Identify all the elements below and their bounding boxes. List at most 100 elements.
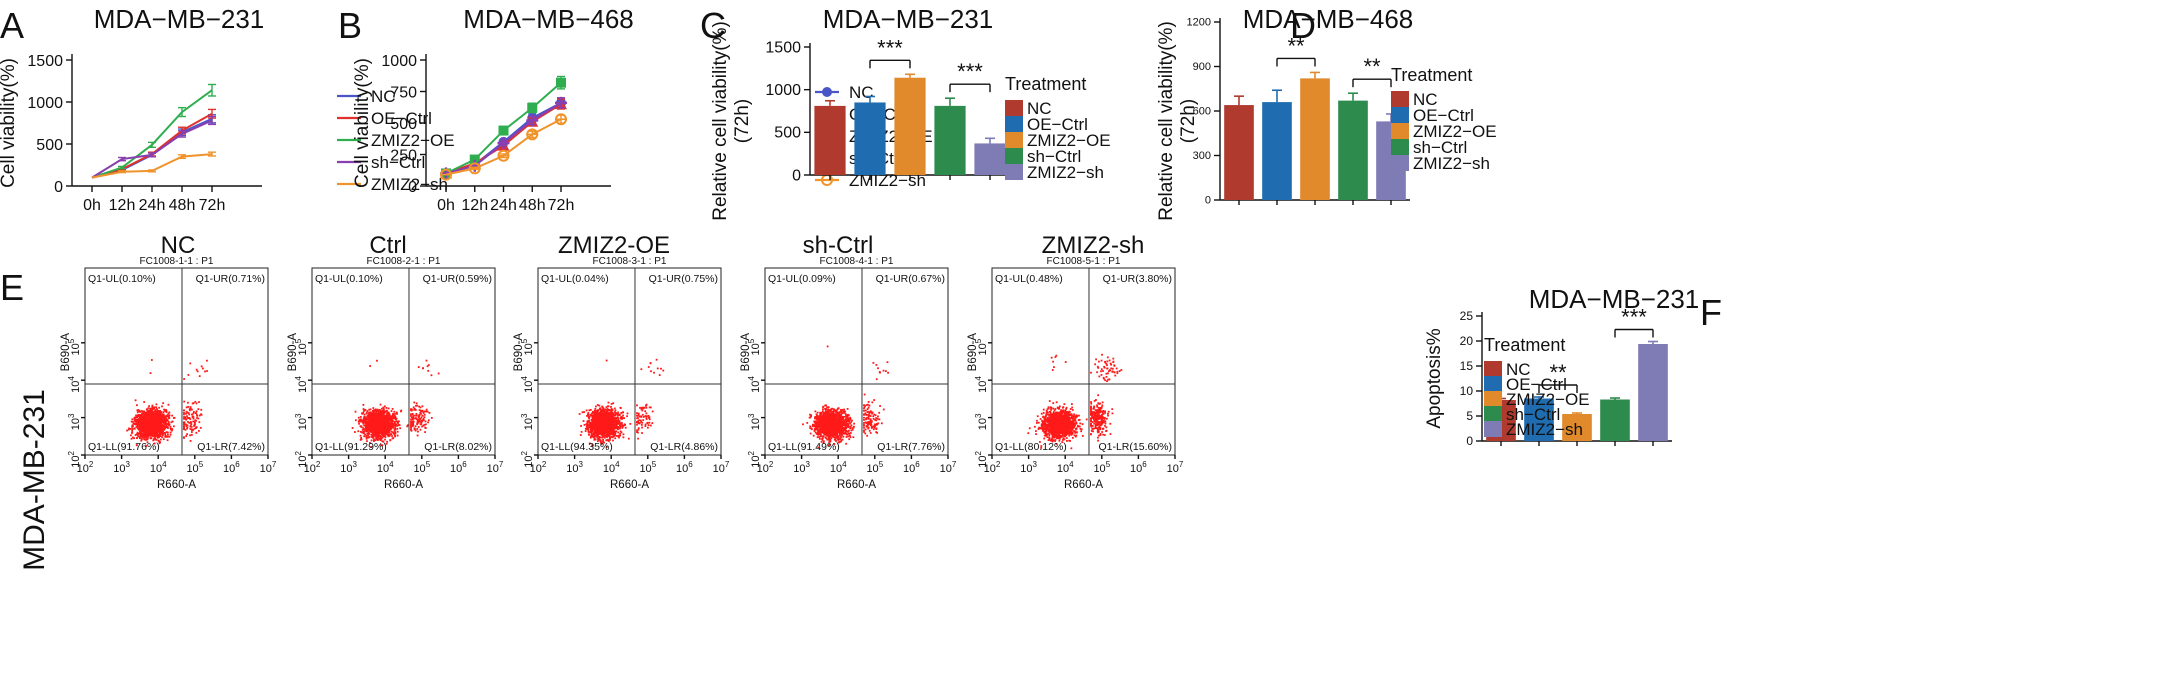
legend-swatch bbox=[1391, 139, 1409, 155]
event-dot bbox=[367, 410, 369, 412]
event-dot bbox=[648, 422, 650, 424]
event-cloud bbox=[126, 359, 208, 447]
event-dot bbox=[609, 417, 611, 419]
event-dot bbox=[187, 412, 189, 414]
event-dot bbox=[389, 425, 391, 427]
event-dot bbox=[368, 414, 370, 416]
event-dot bbox=[131, 430, 133, 432]
data-point bbox=[499, 126, 509, 136]
y-tick-label: 900 bbox=[1193, 61, 1211, 73]
event-dot bbox=[416, 413, 418, 415]
event-dot bbox=[385, 428, 387, 430]
y-tick-label: 500 bbox=[36, 137, 63, 154]
event-dot bbox=[602, 430, 604, 432]
event-dot bbox=[410, 419, 412, 421]
event-dot bbox=[636, 421, 638, 423]
event-dot bbox=[579, 413, 581, 415]
event-dot bbox=[191, 431, 193, 433]
event-dot bbox=[399, 424, 401, 426]
event-dot bbox=[151, 429, 153, 431]
event-dot bbox=[365, 429, 367, 431]
event-dot bbox=[186, 415, 188, 417]
event-dot bbox=[610, 428, 612, 430]
event-dot bbox=[422, 367, 424, 369]
event-dot bbox=[159, 417, 161, 419]
event-dot bbox=[377, 415, 379, 417]
event-dot bbox=[612, 429, 614, 431]
y-tick-label: 750 bbox=[390, 85, 417, 102]
event-dot bbox=[417, 431, 419, 433]
series-line bbox=[92, 90, 212, 177]
event-dot bbox=[424, 414, 426, 416]
x-tick-label: 107 bbox=[487, 460, 504, 475]
event-dot bbox=[611, 403, 613, 405]
event-dot bbox=[608, 420, 610, 422]
event-dot bbox=[650, 370, 652, 372]
event-dot bbox=[376, 437, 378, 439]
event-dot bbox=[148, 416, 150, 418]
event-dot bbox=[601, 412, 603, 414]
event-dot bbox=[186, 433, 188, 435]
event-dot bbox=[366, 423, 368, 425]
event-dot bbox=[381, 415, 383, 417]
event-dot bbox=[196, 414, 198, 416]
event-dot bbox=[417, 435, 419, 437]
event-dot bbox=[425, 421, 427, 423]
event-dot bbox=[198, 430, 200, 432]
event-dot bbox=[592, 436, 594, 438]
event-dot bbox=[592, 423, 594, 425]
event-dot bbox=[583, 420, 585, 422]
event-dot bbox=[375, 435, 377, 437]
event-dot bbox=[155, 426, 157, 428]
event-dot bbox=[183, 410, 185, 412]
event-dot bbox=[422, 415, 424, 417]
event-dot bbox=[162, 402, 164, 404]
event-dot bbox=[183, 425, 185, 427]
event-dot bbox=[387, 432, 389, 434]
event-dot bbox=[621, 417, 623, 419]
x-tick-label: 103 bbox=[566, 460, 583, 475]
event-dot bbox=[604, 412, 606, 414]
event-dot bbox=[187, 421, 189, 423]
event-dot bbox=[192, 416, 194, 418]
event-dot bbox=[132, 428, 134, 430]
y-tick-label: 1500 bbox=[765, 39, 801, 56]
event-dot bbox=[420, 413, 422, 415]
legend-swatch bbox=[1391, 107, 1409, 123]
event-dot bbox=[367, 417, 369, 419]
y-tick-label: 0 bbox=[54, 179, 63, 196]
event-dot bbox=[388, 408, 390, 410]
event-dot bbox=[416, 428, 418, 430]
y-tick-label: 5 bbox=[1466, 409, 1473, 423]
event-dot bbox=[602, 435, 604, 437]
data-point bbox=[822, 87, 832, 97]
event-dot bbox=[614, 415, 616, 417]
event-dot bbox=[368, 421, 370, 423]
legend-swatch bbox=[1484, 391, 1502, 407]
quadrant-label-ur: Q1-UR(0.71%) bbox=[196, 273, 265, 285]
chart-title: MDA−MB−231 bbox=[823, 4, 994, 34]
event-dot bbox=[588, 420, 590, 422]
event-dot bbox=[605, 419, 607, 421]
event-dot bbox=[386, 422, 388, 424]
event-dot bbox=[424, 410, 426, 412]
event-dot bbox=[372, 410, 374, 412]
event-dot bbox=[165, 421, 167, 423]
event-dot bbox=[130, 434, 132, 436]
event-dot bbox=[418, 426, 420, 428]
flow-plot-subtitle: FC1008-1-1 : P1 bbox=[140, 256, 214, 267]
event-dot bbox=[163, 417, 165, 419]
event-dot bbox=[586, 410, 588, 412]
event-dot bbox=[189, 434, 191, 436]
legend-swatch bbox=[1005, 100, 1023, 116]
event-dot bbox=[622, 436, 624, 438]
quadrant-label-ll: Q1-LL(91.29%) bbox=[315, 441, 387, 453]
event-dot bbox=[388, 413, 390, 415]
quadrant-label-ul: Q1-UL(0.10%) bbox=[88, 273, 156, 285]
event-dot bbox=[131, 432, 133, 434]
event-dot bbox=[136, 404, 138, 406]
event-dot bbox=[153, 426, 155, 428]
event-dot bbox=[385, 425, 387, 427]
